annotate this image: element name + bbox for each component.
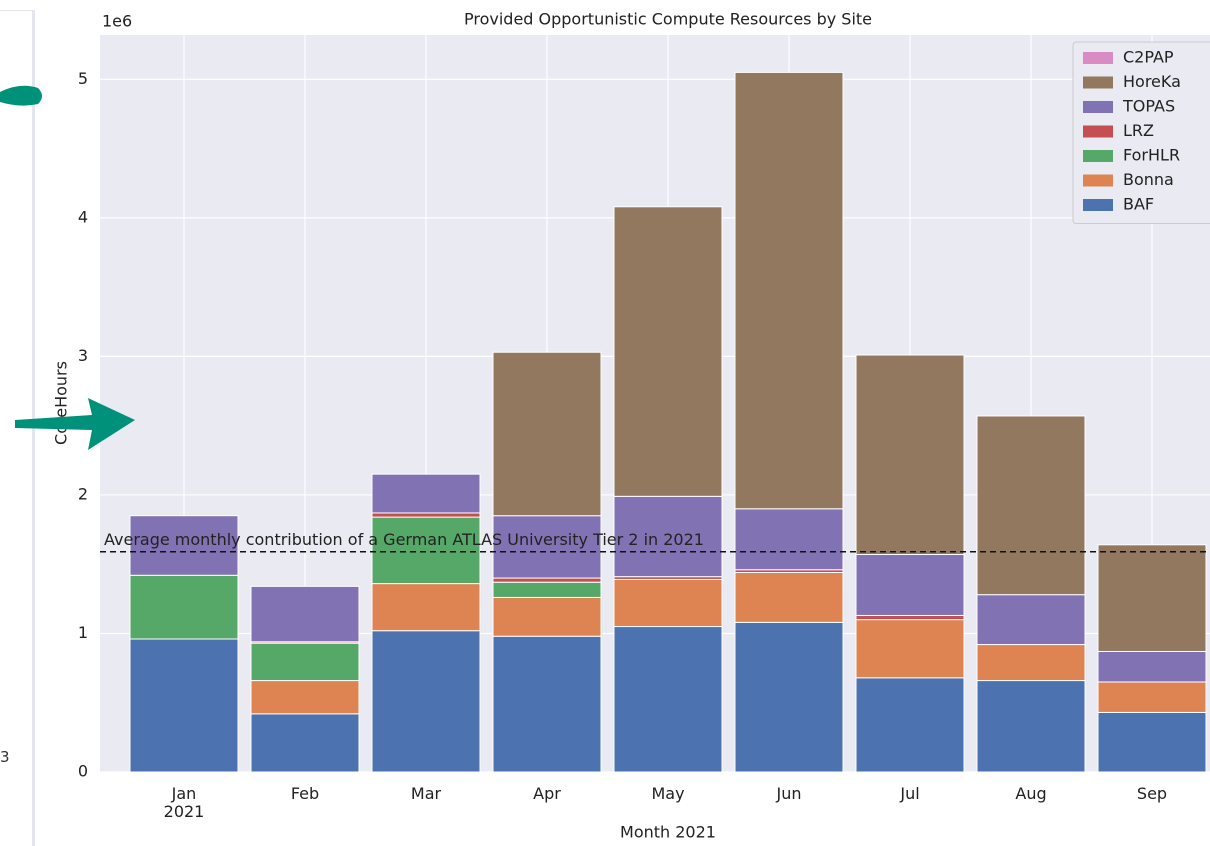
bar-segment bbox=[250, 642, 360, 682]
y-tick-label: 2 bbox=[78, 484, 88, 503]
legend-swatch bbox=[1083, 174, 1113, 187]
legend-label: Bonna bbox=[1123, 170, 1174, 189]
bar-segment bbox=[250, 585, 360, 643]
legend-swatch bbox=[1083, 52, 1113, 64]
legend-swatch bbox=[1083, 150, 1113, 162]
y-offset-label: 1e6 bbox=[102, 12, 132, 31]
legend-label: HoreKa bbox=[1123, 72, 1181, 91]
bar-segment bbox=[976, 594, 1086, 646]
bar-segment bbox=[371, 583, 481, 632]
y-tick-label: 4 bbox=[78, 207, 88, 226]
x-tick-label: Jul bbox=[900, 784, 920, 803]
y-tick-label: 3 bbox=[78, 346, 88, 365]
bar-segment bbox=[734, 621, 844, 773]
bar-segment bbox=[250, 713, 360, 773]
y-tick-label: 5 bbox=[78, 69, 88, 88]
bar-segment bbox=[371, 630, 481, 773]
x-tick-label: May bbox=[651, 784, 685, 803]
bar-segment bbox=[734, 508, 844, 571]
x-tick-label: Mar bbox=[410, 784, 442, 803]
bar-segment bbox=[492, 577, 602, 583]
legend-swatch bbox=[1083, 101, 1113, 113]
legend-label: TOPAS bbox=[1122, 97, 1175, 116]
legend-label: ForHLR bbox=[1123, 146, 1180, 165]
bar-segment bbox=[855, 554, 965, 616]
bar-segment bbox=[1097, 650, 1207, 683]
bar-segment bbox=[613, 626, 723, 773]
bar-segment bbox=[1097, 544, 1207, 652]
x-tick-label: Sep bbox=[1136, 784, 1168, 803]
legend-swatch bbox=[1083, 76, 1113, 89]
x-tick-label: Aug bbox=[1015, 784, 1047, 803]
legend-swatch bbox=[1083, 125, 1113, 138]
reference-label: Average monthly contribution of a German… bbox=[104, 530, 704, 549]
chart-title: Provided Opportunistic Compute Resources… bbox=[464, 10, 872, 29]
bar-segment bbox=[129, 574, 239, 640]
bar-segment bbox=[734, 71, 844, 510]
legend-label: C2PAP bbox=[1123, 48, 1174, 67]
legend-swatch bbox=[1083, 199, 1113, 211]
bar-segment bbox=[855, 677, 965, 773]
bar-segment bbox=[492, 596, 602, 637]
bar-segment bbox=[613, 206, 723, 497]
x-tick-label: Jun bbox=[776, 784, 802, 803]
x-tick-label: Feb bbox=[290, 784, 320, 803]
bar-segment bbox=[371, 516, 481, 585]
bar-segment bbox=[129, 515, 239, 576]
bar-segment bbox=[129, 638, 239, 773]
bar-segment bbox=[492, 581, 602, 598]
legend-label: LRZ bbox=[1123, 121, 1154, 140]
bar-segment bbox=[734, 572, 844, 623]
y-axis-label: CoreHours bbox=[52, 361, 71, 445]
bar-segment bbox=[976, 644, 1086, 682]
bar-segment bbox=[492, 635, 602, 773]
bar-segment bbox=[492, 351, 602, 517]
bar-segment bbox=[976, 680, 1086, 773]
bar-segment bbox=[613, 495, 723, 578]
bar-segment bbox=[371, 473, 481, 514]
bar-segment bbox=[613, 578, 723, 628]
y-tick-label: 0 bbox=[78, 762, 88, 781]
bar-segment bbox=[1097, 711, 1207, 773]
legend-label: BAF bbox=[1123, 195, 1154, 214]
bar-segment bbox=[250, 680, 360, 715]
bar-segment bbox=[855, 619, 965, 679]
bar-segment bbox=[1097, 681, 1207, 713]
bar-segment bbox=[976, 415, 1086, 596]
bar-segment bbox=[855, 614, 965, 621]
x-tick-label: Apr bbox=[533, 784, 561, 803]
bar-segment bbox=[371, 512, 481, 518]
x-tick-label: Jan 2021 bbox=[163, 784, 205, 821]
x-axis-label: Month 2021 bbox=[620, 823, 716, 842]
bar-segment bbox=[855, 354, 965, 556]
sidebar-text: 3 bbox=[0, 748, 10, 766]
y-tick-label: 1 bbox=[78, 623, 88, 642]
